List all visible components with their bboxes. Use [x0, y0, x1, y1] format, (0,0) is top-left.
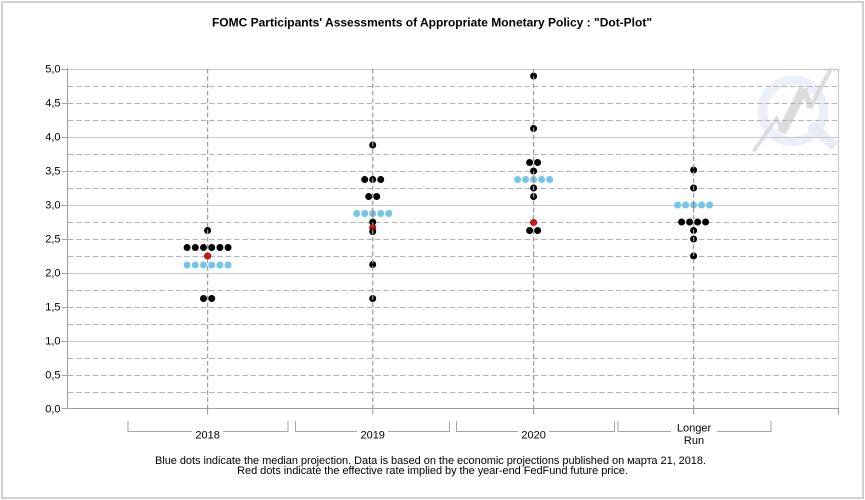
svg-text:2019: 2019 — [360, 430, 384, 442]
svg-text:5,0: 5,0 — [45, 64, 60, 76]
svg-text:TM: TM — [833, 68, 840, 74]
svg-text:3,5: 3,5 — [45, 166, 60, 178]
svg-text:2018: 2018 — [195, 430, 219, 442]
svg-text:Blue dots indicate the median: Blue dots indicate the median projection… — [155, 455, 706, 467]
svg-text:1,5: 1,5 — [45, 302, 60, 314]
svg-text:Longer: Longer — [677, 423, 712, 435]
svg-text:Run: Run — [684, 435, 704, 447]
svg-text:FOMC Participants' Assessments: FOMC Participants' Assessments of Approp… — [212, 16, 652, 30]
svg-text:3,0: 3,0 — [45, 200, 60, 212]
svg-text:1,0: 1,0 — [45, 336, 60, 348]
svg-text:4,5: 4,5 — [45, 98, 60, 110]
svg-text:2,0: 2,0 — [45, 268, 60, 280]
svg-text:4,0: 4,0 — [45, 132, 60, 144]
svg-text:Red dots indicate the effectiv: Red dots indicate the effective rate imp… — [237, 465, 628, 477]
svg-text:2,5: 2,5 — [45, 234, 60, 246]
svg-text:2020: 2020 — [521, 430, 545, 442]
svg-text:0,0: 0,0 — [45, 404, 60, 416]
svg-text:0,5: 0,5 — [45, 370, 60, 382]
